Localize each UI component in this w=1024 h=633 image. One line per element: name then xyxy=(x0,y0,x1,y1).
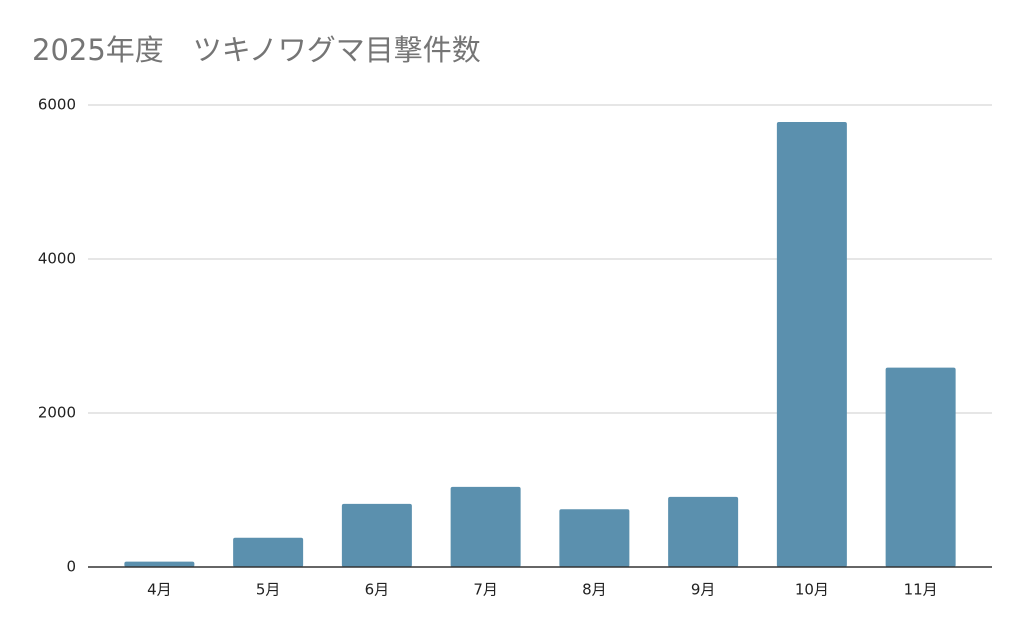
x-tick-label: 4月 xyxy=(147,581,172,599)
bar xyxy=(341,503,412,567)
bar xyxy=(668,496,739,567)
bar xyxy=(559,509,630,567)
bar xyxy=(450,486,521,567)
x-tick-label: 9月 xyxy=(691,581,716,599)
x-tick-label: 7月 xyxy=(473,581,498,599)
bar xyxy=(124,561,195,567)
x-tick-label: 8月 xyxy=(582,581,607,599)
x-tick-label: 11月 xyxy=(904,581,938,599)
y-tick-label: 2000 xyxy=(38,404,76,422)
y-tick-label: 4000 xyxy=(38,250,76,268)
x-tick-label: 6月 xyxy=(365,581,390,599)
x-tick-label: 10月 xyxy=(795,581,829,599)
x-tick-label: 5月 xyxy=(256,581,281,599)
bar xyxy=(233,537,304,567)
bar xyxy=(885,367,956,567)
y-tick-label: 0 xyxy=(66,558,76,576)
chart-title: 2025年度 ツキノワグマ目撃件数 xyxy=(32,33,481,67)
y-tick-label: 6000 xyxy=(38,96,76,114)
bar xyxy=(776,121,847,567)
